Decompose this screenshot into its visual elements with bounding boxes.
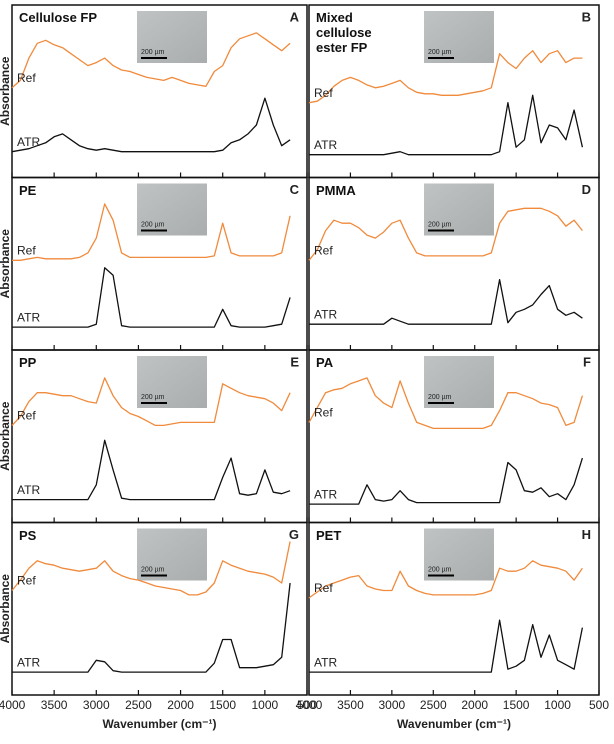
panel-label: B xyxy=(582,9,591,24)
panel-label: F xyxy=(583,354,591,369)
panel-label: H xyxy=(582,527,591,542)
panel-label: G xyxy=(289,527,299,542)
micrograph xyxy=(137,183,207,236)
spectrum-line xyxy=(12,439,291,501)
spectrum-line xyxy=(308,560,583,599)
x-tick-label: 1500 xyxy=(503,698,530,712)
scale-label: 200 µm xyxy=(428,566,452,573)
spectrum-line xyxy=(12,267,291,328)
panel-title: PET xyxy=(316,527,342,543)
series-label: ATR xyxy=(17,310,40,324)
panel-label: A xyxy=(290,9,300,24)
series-label: ATR xyxy=(17,135,40,149)
spectrum-line xyxy=(11,32,291,89)
series-label: ATR xyxy=(314,487,337,501)
spectrum-line xyxy=(308,207,583,261)
scale-label: 200 µm xyxy=(428,394,452,401)
panel-title: PP xyxy=(19,355,37,370)
x-tick-label: 4000 xyxy=(296,698,323,712)
x-tick-label: 1500 xyxy=(209,698,236,712)
series-label: ATR xyxy=(314,138,337,152)
y-axis-label: Absorbance xyxy=(0,574,12,644)
panel-title: PS xyxy=(19,527,37,543)
series-label: Ref xyxy=(17,71,36,85)
spectrum-line xyxy=(12,582,291,673)
panel-title: PE xyxy=(19,182,37,198)
y-axis-label: Absorbance xyxy=(0,56,12,126)
scale-label: 200 µm xyxy=(141,221,165,228)
micrograph xyxy=(137,528,207,581)
x-axis-label: Wavenumber (cm⁻¹) xyxy=(397,717,511,731)
x-tick-label: 2000 xyxy=(167,698,194,712)
series-label: Ref xyxy=(17,243,36,257)
micrograph xyxy=(424,183,494,236)
x-axis-label: Wavenumber (cm⁻¹) xyxy=(103,717,217,731)
panel-title: PMMA xyxy=(316,182,356,198)
panel-frame xyxy=(11,521,308,696)
scale-label: 200 µm xyxy=(428,49,452,56)
x-tick-label: 3000 xyxy=(83,698,110,712)
spectrum-line xyxy=(309,619,584,673)
micrograph xyxy=(424,11,494,63)
x-tick-label: 500 xyxy=(589,698,609,712)
micrograph xyxy=(424,356,494,408)
x-tick-label: 3500 xyxy=(41,698,68,712)
series-label: Ref xyxy=(17,409,36,423)
panel-title: Cellulose FP xyxy=(19,10,98,25)
series-label: Ref xyxy=(314,406,333,420)
panel-title: Mixed cellulose ester FP xyxy=(316,10,372,55)
series-label: Ref xyxy=(314,581,333,595)
scale-label: 200 µm xyxy=(141,49,165,56)
series-label: Ref xyxy=(314,86,333,100)
panel-label: D xyxy=(582,182,591,197)
series-label: ATR xyxy=(314,655,337,669)
panel-label: C xyxy=(290,182,300,197)
x-tick-label: 4000 xyxy=(0,698,26,712)
x-tick-label: 2500 xyxy=(125,698,152,712)
y-axis-label: Absorbance xyxy=(0,401,12,471)
spectrum-line xyxy=(11,97,291,153)
spectrum-line xyxy=(12,203,291,261)
micrograph xyxy=(137,11,207,63)
x-tick-label: 1000 xyxy=(544,698,571,712)
panel-title: PA xyxy=(316,355,334,370)
x-tick-label: 500 xyxy=(297,698,317,712)
series-label: Ref xyxy=(17,574,36,588)
x-tick-label: 2500 xyxy=(420,698,447,712)
scale-label: 200 µm xyxy=(141,394,165,401)
series-label: ATR xyxy=(314,307,337,321)
y-axis-label: Absorbance xyxy=(0,229,12,299)
panel-label: E xyxy=(290,354,299,369)
spectrum-line xyxy=(309,94,584,156)
panel-frame xyxy=(308,521,600,696)
x-tick-label: 3500 xyxy=(337,698,364,712)
x-tick-label: 2000 xyxy=(461,698,488,712)
x-tick-label: 3000 xyxy=(379,698,406,712)
series-label: Ref xyxy=(314,243,333,257)
spectrum-line xyxy=(308,377,584,430)
spectrum-line xyxy=(11,377,291,427)
spectrum-line xyxy=(309,278,583,325)
micrograph xyxy=(424,528,494,581)
spectrum-line xyxy=(308,50,583,104)
spectrum-line xyxy=(309,457,584,505)
series-label: ATR xyxy=(17,655,40,669)
series-label: ATR xyxy=(17,483,40,497)
scale-label: 200 µm xyxy=(428,221,452,228)
micrograph xyxy=(137,356,207,408)
spectrum-line xyxy=(11,541,291,596)
x-tick-label: 1000 xyxy=(252,698,279,712)
scale-label: 200 µm xyxy=(141,566,165,573)
